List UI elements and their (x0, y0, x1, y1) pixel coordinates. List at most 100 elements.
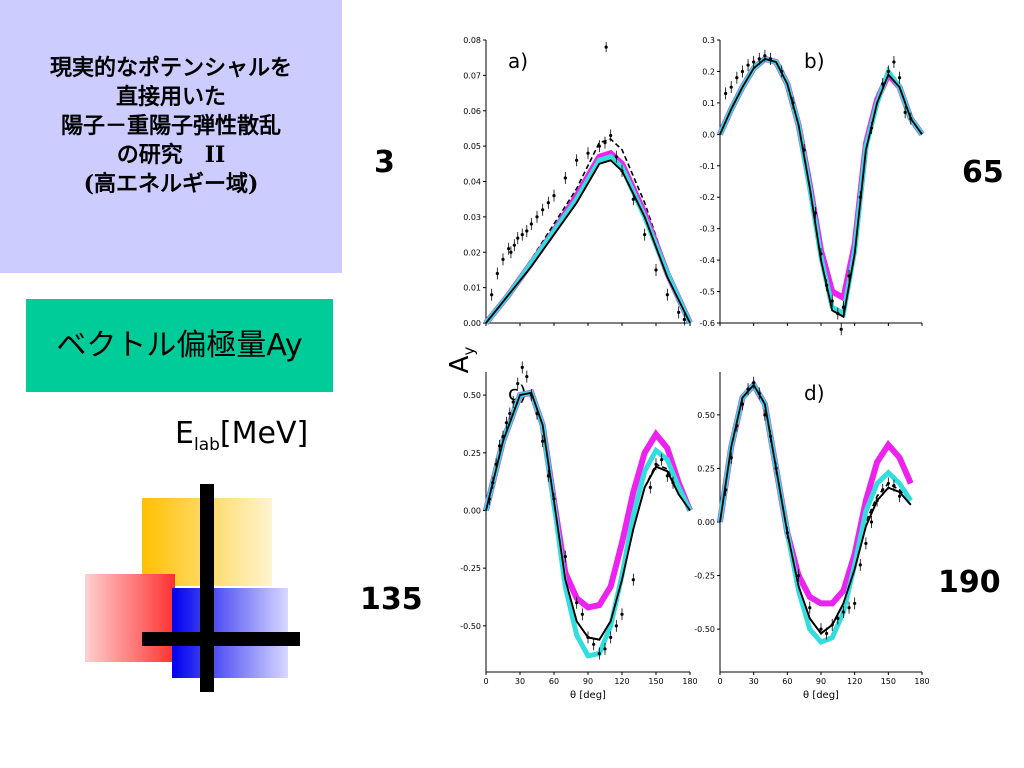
panel-a-data-point (520, 232, 524, 237)
panel-a-data-point (512, 243, 516, 247)
panel-b-data-point (813, 211, 817, 215)
panel-d-data-point (886, 481, 890, 486)
panel-d-ytick-label: 0.25 (697, 464, 715, 473)
panel-d-series-dashed (719, 383, 912, 635)
panel-b-data-point (724, 91, 728, 96)
title-panel: 現実的なポテンシャルを 直接用いた 陽子－重陽子弾性散乱 の研究 II (高エネ… (0, 0, 342, 273)
panel-b-data-point (819, 252, 823, 256)
panel-d-data-point (875, 498, 879, 503)
panel-c-xtick-label: 120 (614, 677, 629, 686)
panel-a-ytick-label: 0.03 (463, 213, 481, 222)
panel-b-data-point (802, 148, 806, 152)
panel-c-data-point (498, 444, 502, 448)
panel-b-data-point (791, 101, 795, 105)
panel-a-ytick-label: 0.08 (463, 36, 481, 45)
cross-horizontal (142, 632, 300, 646)
panel-b-data-point (909, 117, 913, 121)
panel-a-data-point (501, 257, 505, 261)
panel-b-ytick-label: 0.1 (702, 99, 715, 108)
panel-d-data-point (768, 434, 773, 438)
panel-c-label: c) (508, 381, 527, 405)
panel-d-data-point (763, 413, 767, 417)
panel-d-data-point (735, 423, 739, 428)
panel-a-data-point (541, 208, 545, 212)
panel-c-series-magenta-band (483, 389, 693, 611)
panel-c-xtick-label: 30 (515, 677, 525, 686)
panel-b-data-point (729, 85, 733, 89)
panel-c-data-point (586, 635, 590, 639)
panel-d-data-point (819, 627, 823, 631)
panel-c-data-point (620, 612, 624, 616)
panel-a-ytick-label: 0.00 (463, 319, 481, 328)
panel-d-data-point (757, 391, 761, 396)
panel-c-data-point (631, 578, 635, 582)
panel-d-data-point (746, 387, 750, 391)
panel-a-data-point (495, 271, 499, 276)
panel-a-ytick-label: 0.05 (463, 142, 481, 151)
panel-c-xtick-label: 60 (549, 677, 559, 686)
panel-a-data-point (682, 317, 686, 322)
panel-d-xtick-label: 90 (816, 677, 826, 686)
panel-d-data-point (847, 606, 851, 610)
title-line: 陽子－重陽子弾性散乱 (60, 113, 281, 139)
panel-b-data-point (746, 63, 750, 67)
panel-c-data-point (501, 435, 505, 439)
panel-c-xtick-label: 90 (583, 677, 593, 686)
panel-b-data-point (881, 82, 885, 86)
panel-a-data-point (563, 176, 567, 180)
panel-b-data-point (780, 69, 784, 74)
panel-b-data-point (903, 110, 907, 114)
panel-a-data-point (525, 229, 529, 233)
energy-label-d: 190 (938, 565, 1001, 600)
panel-c-ytick-label: -0.50 (460, 622, 481, 631)
panel-a-data-point (614, 155, 618, 159)
panel-a-data-point (490, 293, 494, 297)
panel-d-data-point (858, 563, 862, 567)
panel-a-data-point (507, 247, 511, 251)
panel-c-data-point (609, 635, 613, 639)
panel-b-data-point (735, 76, 739, 80)
panel-c-data-point (487, 497, 491, 501)
panel-c-data-point (563, 555, 567, 559)
panel-b-ytick-label: -0.1 (699, 162, 715, 171)
panel-b-ytick-label: -0.4 (699, 256, 715, 265)
decorative-color-blocks (85, 484, 300, 692)
panel-c-data-point (494, 462, 498, 466)
panel-a-ytick-label: 0.02 (463, 248, 481, 257)
panel-c-data-point (665, 474, 669, 478)
panel-d-ytick-label: -0.25 (694, 572, 715, 581)
panel-d-xtick-label: 180 (914, 677, 929, 686)
panel-d-data-point (830, 623, 834, 627)
panel-b-data-point (869, 126, 874, 130)
panel-c-series-dashed (485, 389, 691, 641)
panel-a-data-point (603, 140, 607, 145)
panel-a-data-point (546, 201, 550, 205)
panel-d-data-point (841, 610, 846, 614)
panel-c-data-point (546, 474, 550, 478)
panel-c-data-point (654, 462, 658, 466)
panel-d-data-point (740, 402, 745, 406)
panel-d-data-point (853, 601, 857, 606)
panel-a-data-point (529, 222, 533, 226)
panel-c-xtick-label: 0 (483, 677, 488, 686)
panel-d-data-point (881, 488, 885, 492)
panel-a-ytick-label: 0.06 (463, 107, 481, 116)
panel-a-data-point (586, 151, 590, 155)
elab-unit: [MeV] (219, 416, 309, 451)
panel-b-series-cyan-band (717, 56, 925, 318)
panel-b-data-point (892, 60, 896, 64)
panel-d-ytick-label: 0.00 (697, 518, 715, 527)
panel-b-series-solid-top (719, 57, 923, 319)
elab-sub: lab (193, 435, 220, 455)
panel-d-data-point (836, 616, 840, 621)
panel-b-ytick-label: -0.5 (699, 288, 715, 297)
panel-b-ytick-label: -0.3 (699, 225, 715, 234)
panel-d-series-solid (719, 383, 912, 635)
panel-c-data-point (648, 485, 652, 489)
panel-c-data-point (520, 365, 524, 369)
panel-a-data-point (677, 310, 681, 314)
panel-b-label: b) (804, 49, 825, 73)
panel-c-ytick-label: -0.25 (460, 564, 481, 573)
panel-a-data-point (654, 268, 658, 272)
panel-c-data-point (614, 624, 618, 628)
